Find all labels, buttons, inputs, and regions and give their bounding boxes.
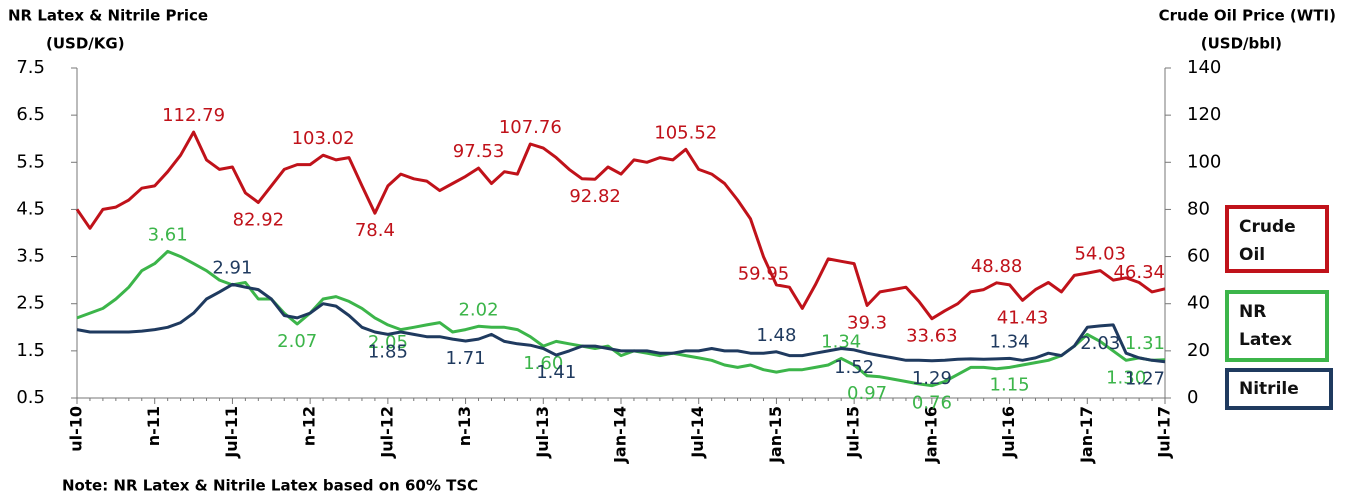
y-tick-label: 5.5 [16, 151, 45, 172]
y2-tick-label: 0 [1187, 387, 1198, 408]
y-tick-label: 0.5 [16, 387, 45, 408]
data-label: 82.92 [233, 210, 285, 231]
y-tick-label: 2.5 [16, 293, 45, 314]
y-tick-label: 3.5 [16, 246, 45, 267]
x-tick-label: Jan-17 [1077, 406, 1096, 464]
y-axis-title: NR Latex & Nitrile Price [8, 7, 208, 25]
data-label: 1.15 [990, 374, 1030, 395]
data-label: 1.71 [446, 348, 486, 369]
data-label: 2.03 [1080, 333, 1120, 354]
data-label: 1.27 [1125, 369, 1165, 390]
y2-tick-label: 140 [1187, 57, 1221, 78]
data-label: 0.76 [912, 393, 952, 414]
note: Note: NR Latex & Nitrile Latex based on … [62, 477, 478, 495]
series-line [76, 282, 1166, 364]
x-tick-label: Jan-16 [921, 406, 940, 464]
x-tick-label: ul-10 [67, 406, 86, 452]
data-label: 2.07 [277, 331, 317, 352]
x-tick-label: Jul-17 [1155, 406, 1174, 459]
y2-tick-label: 40 [1187, 293, 1210, 314]
y2-axis-unit: (USD/bbl) [1201, 35, 1282, 53]
data-label: 1.85 [368, 341, 408, 362]
data-label: 3.61 [148, 224, 188, 245]
y-tick-label: 7.5 [16, 57, 45, 78]
data-label: 107.76 [499, 117, 562, 138]
data-label: 2.02 [458, 299, 498, 320]
x-tick-label: Jan-14 [611, 406, 630, 464]
y2-tick-label: 60 [1187, 246, 1210, 267]
y-axis-unit: (USD/KG) [46, 35, 125, 53]
x-tick-label: n-11 [144, 406, 163, 446]
data-label: 1.41 [536, 362, 576, 383]
data-label: 0.97 [847, 383, 887, 404]
legend-item: Crude Oil [1225, 205, 1329, 273]
y-tick-label: 6.5 [16, 104, 45, 125]
data-label: 46.34 [1113, 262, 1165, 283]
data-label: 92.82 [569, 186, 621, 207]
series-line [76, 249, 1166, 388]
data-label: 2.91 [212, 257, 252, 278]
data-label: 1.34 [821, 331, 861, 352]
y-tick-label: 1.5 [16, 340, 45, 361]
y2-tick-label: 120 [1187, 104, 1221, 125]
x-tick-label: Jul-16 [999, 406, 1018, 459]
data-label: 48.88 [971, 256, 1023, 277]
data-label: 1.31 [1125, 333, 1165, 354]
data-label: 105.52 [654, 122, 717, 143]
x-tick-label: Jul-11 [222, 406, 241, 459]
data-label: 1.48 [756, 325, 796, 346]
x-tick-label: Jan-15 [766, 406, 785, 464]
x-tick-label: Jul-14 [688, 406, 707, 459]
x-tick-label: Jul-13 [533, 406, 552, 459]
y2-tick-label: 20 [1187, 340, 1210, 361]
data-label: 2.05 [368, 332, 408, 353]
data-label: 1.60 [523, 353, 563, 374]
legend-item: NR Latex [1225, 290, 1329, 362]
x-tick-label: Jul-12 [377, 406, 396, 459]
data-label: 112.79 [162, 105, 225, 126]
data-label: 54.03 [1074, 244, 1126, 265]
data-label: 97.53 [453, 141, 505, 162]
y2-tick-label: 100 [1187, 151, 1221, 172]
data-label: 1.34 [990, 331, 1030, 352]
data-label: 33.63 [906, 326, 958, 347]
data-label: 1.30 [1106, 367, 1146, 388]
y2-tick-label: 80 [1187, 198, 1210, 219]
x-tick-label: n-12 [300, 406, 319, 446]
data-label: 39.3 [847, 312, 887, 333]
data-label: 78.4 [355, 220, 395, 241]
series-line [75, 130, 1166, 321]
y-tick-label: 4.5 [16, 198, 45, 219]
data-label: 1.52 [834, 357, 874, 378]
data-label: 41.43 [997, 307, 1049, 328]
y2-axis-title: Crude Oil Price (WTI) [1159, 7, 1336, 25]
data-label: 1.29 [912, 368, 952, 389]
legend-item: Nitrile [1225, 368, 1333, 410]
x-tick-label: n-13 [455, 406, 474, 446]
x-tick-label: Jul-15 [844, 406, 863, 459]
data-label: 59.95 [738, 264, 790, 285]
data-label: 103.02 [292, 128, 355, 149]
